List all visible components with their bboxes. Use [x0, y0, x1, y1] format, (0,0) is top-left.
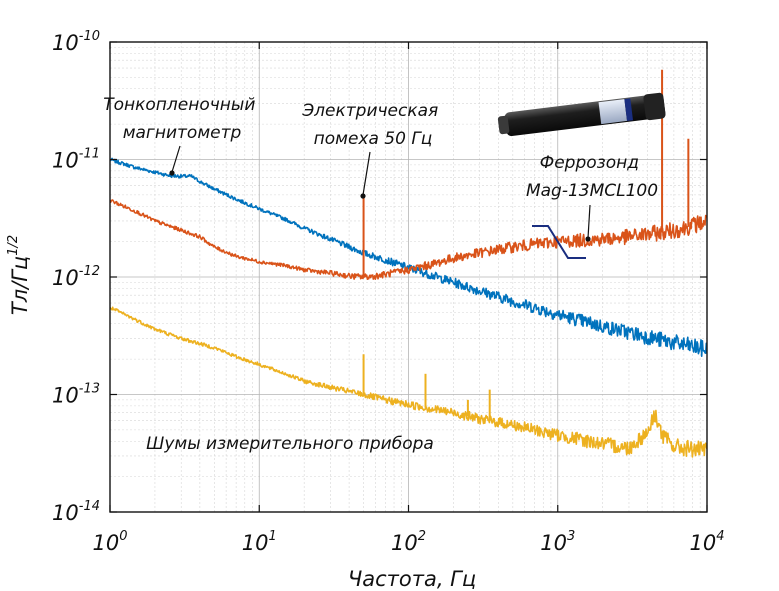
annotation-mains-line2: помеха 50 Гц [314, 129, 433, 149]
annotation-fluxgate-line2: Mag-13MCL100 [526, 181, 658, 201]
annotation-mains: Электрическая помеха 50 Гц [301, 101, 443, 149]
x-tick-label: 100 [92, 529, 127, 555]
y-tick-label: 10-13 [52, 382, 100, 408]
series-group [110, 69, 707, 458]
annotation-instrument: Шумы измерительного прибора [146, 434, 434, 454]
annotations: Тонкопленочный магнитометр Электрическая… [103, 95, 658, 454]
series-layer [110, 69, 707, 458]
x-tick-label: 103 [540, 529, 575, 555]
series-line-0 [110, 157, 707, 357]
fluxgate-bracket [532, 225, 586, 259]
tick-labels: 100 101 102 103 104 10-14 10-13 10-12 10-11 10-10 [52, 29, 724, 555]
x-axis-label: Частота, Гц [348, 567, 476, 591]
y-tick-label: 10-10 [52, 29, 100, 55]
y-tick-label: 10-11 [52, 147, 100, 173]
series-line-1 [110, 199, 707, 280]
annotation-thin-film-line2: магнитометр [123, 123, 242, 143]
annotation-mains-line1: Электрическая [301, 101, 438, 121]
annotation-thin-film-line1: Тонкопленочный [103, 95, 255, 115]
y-axis-label-exp: 1/2 [6, 235, 21, 256]
x-tick-label: 104 [689, 529, 724, 555]
y-tick-label: 10-14 [52, 499, 100, 525]
y-tick-label: 10-12 [52, 264, 100, 290]
annotation-thin-film: Тонкопленочный магнитометр [103, 95, 261, 143]
annotation-fluxgate: Феррозонд Mag-13MCL100 [526, 153, 658, 201]
x-tick-label: 102 [391, 529, 426, 555]
series-line-2 [110, 306, 707, 458]
annotation-fluxgate-line1: Феррозонд [540, 153, 639, 173]
annotation-mains-pointer [362, 151, 371, 196]
annotation-fluxgate-dot [585, 236, 591, 242]
annotation-fluxgate-pointer [587, 204, 591, 239]
x-tick-label: 101 [242, 529, 277, 555]
annotation-thin-film-dot [169, 170, 175, 176]
annotation-mains-dot [360, 193, 366, 199]
axis-ticks [109, 41, 708, 513]
fluxgate-sensor-image [497, 92, 666, 137]
annotation-thin-film-pointer [171, 145, 181, 173]
y-axis-label: Тл/Гц1/2 [6, 235, 32, 315]
y-axis-label-main: Тл/Гц [8, 256, 32, 315]
